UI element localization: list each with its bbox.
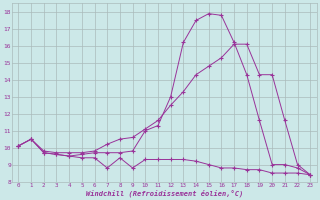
X-axis label: Windchill (Refroidissement éolien,°C): Windchill (Refroidissement éolien,°C) bbox=[86, 189, 243, 197]
